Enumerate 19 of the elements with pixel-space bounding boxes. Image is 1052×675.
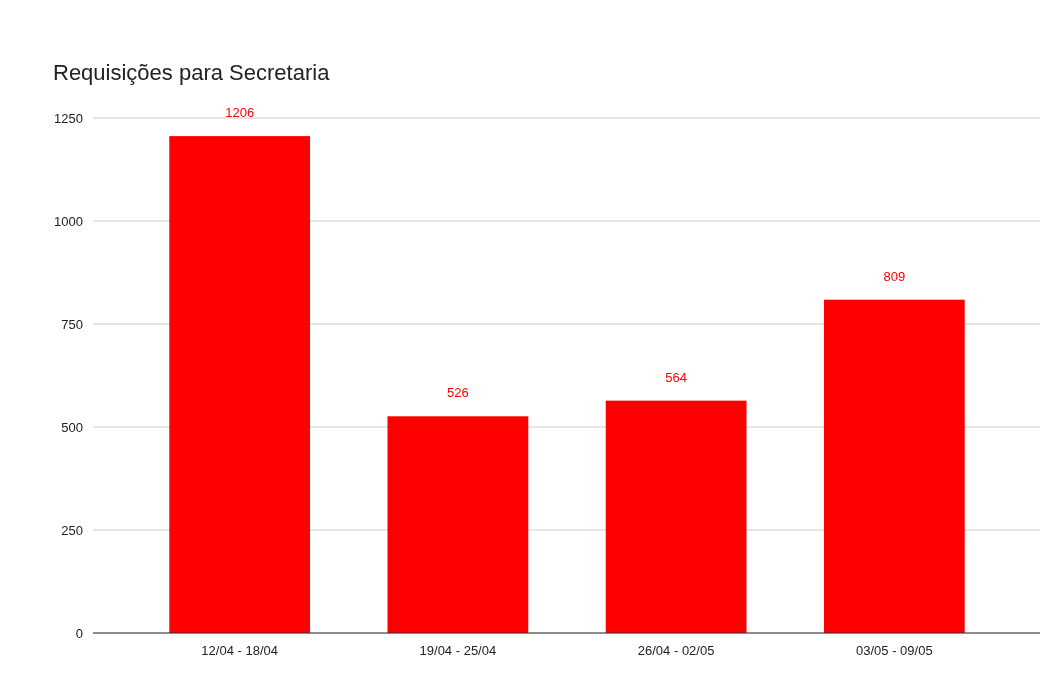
x-tick-label: 26/04 - 02/05 bbox=[637, 643, 715, 658]
bar bbox=[169, 136, 311, 633]
bar bbox=[605, 400, 747, 633]
y-tick-label: 1000 bbox=[54, 213, 83, 229]
chart-title: Requisições para Secretaria bbox=[53, 60, 331, 85]
y-tick-label: 250 bbox=[61, 522, 83, 538]
data-label: 564 bbox=[665, 369, 687, 385]
y-tick-label: 750 bbox=[61, 316, 83, 332]
y-tick-label: 1250 bbox=[54, 110, 83, 126]
y-tick-label: 0 bbox=[75, 625, 83, 641]
y-tick-label: 500 bbox=[61, 419, 83, 435]
x-tick-label: 03/05 - 09/05 bbox=[856, 643, 933, 658]
data-label: 809 bbox=[883, 268, 906, 284]
bar bbox=[823, 299, 965, 633]
x-tick-label: 19/04 - 25/04 bbox=[419, 643, 497, 658]
data-label: 526 bbox=[447, 385, 469, 401]
data-label: 1206 bbox=[225, 105, 255, 121]
bar bbox=[387, 416, 529, 633]
x-tick-label: 12/04 - 18/04 bbox=[201, 643, 278, 658]
